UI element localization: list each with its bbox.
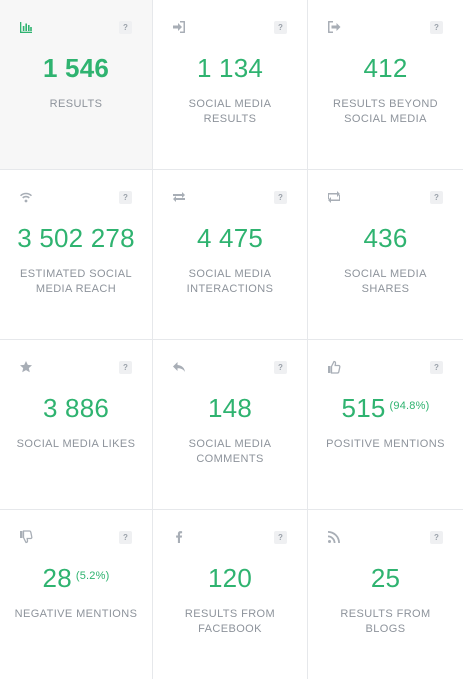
- rss-icon: [326, 529, 342, 545]
- stat-label: NEGATIVE MENTIONS: [14, 608, 138, 620]
- stat-value: 436: [363, 223, 408, 253]
- stat-label: SOCIAL MEDIA SHARES: [344, 268, 427, 295]
- help-button[interactable]: ?: [119, 191, 132, 204]
- tile-results[interactable]: ? 1 546 RESULTS: [0, 0, 153, 170]
- stat-label: SOCIAL MEDIA INTERACTIONS: [186, 268, 274, 295]
- help-button[interactable]: ?: [430, 191, 443, 204]
- tile-estimated-reach[interactable]: ? 3 502 278 ESTIMATED SOCIAL MEDIA REACH: [0, 170, 153, 340]
- tile-negative-mentions[interactable]: ? 28 (5.2%) NEGATIVE MENTIONS: [0, 510, 153, 679]
- tile-shares[interactable]: ? 436 SOCIAL MEDIA SHARES: [308, 170, 463, 340]
- star-icon: [18, 359, 34, 375]
- stat-label: RESULTS BEYOND SOCIAL MEDIA: [332, 98, 439, 125]
- stat-value: 412: [363, 53, 408, 83]
- exchange-icon: [171, 189, 187, 205]
- stat-value: 3 502 278: [17, 223, 135, 253]
- thumbs-up-icon: [326, 359, 342, 375]
- stat-label: POSITIVE MENTIONS: [326, 438, 445, 450]
- tile-blogs[interactable]: ? 25 RESULTS FROM BLOGS: [308, 510, 463, 679]
- help-button[interactable]: ?: [274, 361, 287, 374]
- tile-likes[interactable]: ? 3 886 SOCIAL MEDIA LIKES: [0, 340, 153, 510]
- help-button[interactable]: ?: [430, 21, 443, 34]
- help-button[interactable]: ?: [430, 361, 443, 374]
- sign-out-icon: [326, 19, 342, 35]
- tile-social-media-results[interactable]: ? 1 134 SOCIAL MEDIA RESULTS: [153, 0, 308, 170]
- reply-icon: [171, 359, 187, 375]
- help-button[interactable]: ?: [119, 531, 132, 544]
- stat-label: SOCIAL MEDIA COMMENTS: [188, 438, 272, 465]
- help-button[interactable]: ?: [430, 531, 443, 544]
- stat-value: 120: [208, 563, 252, 593]
- bar-chart-icon: [18, 19, 34, 35]
- stat-value: 28 (5.2%): [42, 563, 110, 593]
- help-button[interactable]: ?: [119, 361, 132, 374]
- stat-percentage: (5.2%): [75, 570, 110, 582]
- stat-value: 1 134: [196, 53, 264, 83]
- help-button[interactable]: ?: [274, 191, 287, 204]
- stat-label: SOCIAL MEDIA LIKES: [16, 438, 136, 450]
- tile-positive-mentions[interactable]: ? 515 (94.8%) POSITIVE MENTIONS: [308, 340, 463, 510]
- stat-label: RESULTS: [49, 98, 103, 110]
- tile-comments[interactable]: ? 148 SOCIAL MEDIA COMMENTS: [153, 340, 308, 510]
- stat-label: ESTIMATED SOCIAL MEDIA REACH: [20, 268, 132, 295]
- tile-interactions[interactable]: ? 4 475 SOCIAL MEDIA INTERACTIONS: [153, 170, 308, 340]
- help-button[interactable]: ?: [274, 531, 287, 544]
- help-button[interactable]: ?: [274, 21, 287, 34]
- thumbs-down-icon: [18, 529, 34, 545]
- stat-label: SOCIAL MEDIA RESULTS: [188, 98, 272, 125]
- stat-value: 25: [370, 563, 401, 593]
- stat-label: RESULTS FROM FACEBOOK: [184, 608, 276, 635]
- stat-label: RESULTS FROM BLOGS: [340, 608, 431, 635]
- tile-results-beyond-social-media[interactable]: ? 412 RESULTS BEYOND SOCIAL MEDIA: [308, 0, 463, 170]
- stat-value: 515 (94.8%): [341, 393, 430, 423]
- help-button[interactable]: ?: [119, 21, 132, 34]
- wifi-icon: [18, 189, 34, 205]
- stat-value: 4 475: [196, 223, 264, 253]
- retweet-icon: [326, 189, 342, 205]
- stat-value: 1 546: [42, 53, 110, 83]
- stat-value: 3 886: [42, 393, 110, 423]
- stat-percentage: (94.8%): [389, 400, 430, 412]
- facebook-icon: [171, 529, 187, 545]
- tile-facebook[interactable]: ? 120 RESULTS FROM FACEBOOK: [153, 510, 308, 679]
- sign-in-icon: [171, 19, 187, 35]
- stat-value: 148: [208, 393, 252, 423]
